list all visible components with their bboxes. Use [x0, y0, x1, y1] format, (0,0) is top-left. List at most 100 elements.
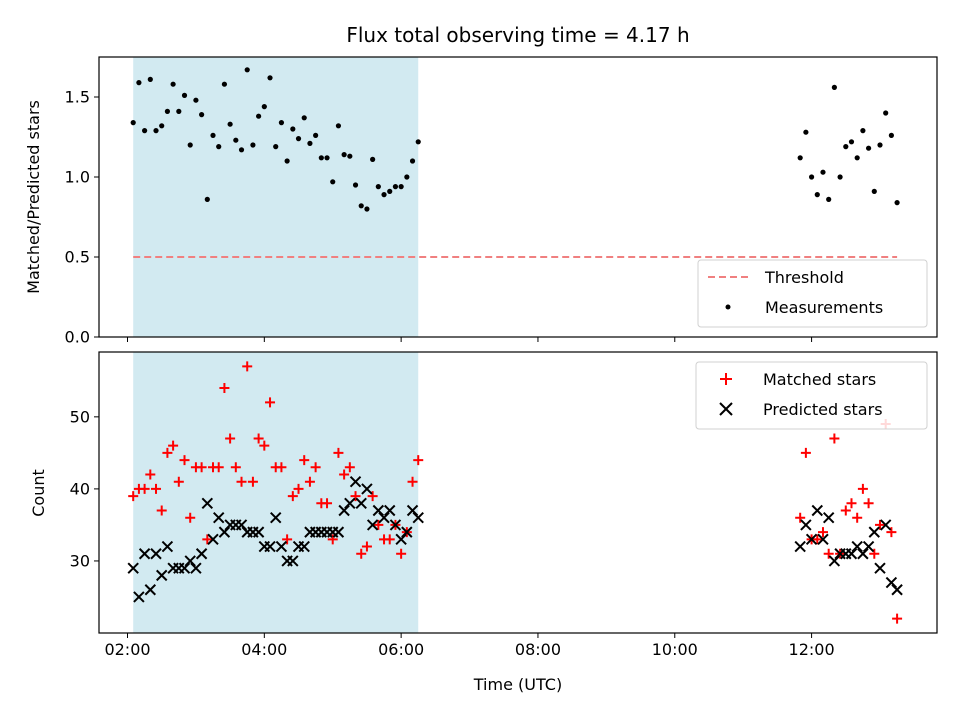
matched-star-point [373, 519, 384, 530]
observing-interval-shade [133, 352, 419, 633]
matched-star-point [800, 447, 811, 458]
matched-star-point [367, 491, 378, 502]
matched-star-point [304, 476, 315, 487]
matched-star-point [310, 462, 321, 473]
legend-predicted-swatch [719, 402, 733, 416]
predicted-star-point [252, 526, 265, 538]
observing-interval-shade [133, 57, 419, 337]
matched-star-point [384, 534, 395, 545]
x-axis-label: Time (UTC) [473, 675, 562, 694]
predicted-star-point [412, 512, 424, 524]
measurement-point [352, 182, 359, 188]
predicted-star-point [150, 548, 162, 560]
x-tick-label: 10:00 [652, 640, 698, 659]
bottom-y-axis-label: Count [29, 469, 48, 517]
bottom-axes-frame [98, 351, 938, 634]
matched-star-point [242, 361, 253, 372]
matched-star-point [840, 505, 851, 516]
measurement-point [888, 132, 894, 138]
measurement-point [848, 139, 855, 145]
matched-star-point [156, 505, 167, 516]
y-tick-label: 1.5 [65, 88, 90, 107]
measurement-point [295, 136, 302, 142]
top-panel: 0.0 0.5 1.0 1.5 Matched/Predicted stars Thr… [24, 56, 938, 347]
measurement-point [307, 140, 313, 146]
top-legend-box [697, 259, 928, 328]
bottom-panel: 02:00 04:00 06:00 08:00 10:00 12:00 30 40 50 Ti… [29, 351, 938, 694]
matched-star-point [265, 397, 276, 408]
matched-star-point [812, 534, 823, 545]
measurement-point [164, 108, 171, 114]
matched-star-point [413, 455, 424, 466]
matched-star-point [145, 469, 156, 480]
measurement-point [273, 144, 279, 150]
measurement-point [883, 110, 889, 116]
measurement-point [204, 196, 210, 202]
measurement-point [250, 142, 256, 148]
predicted-star-point [361, 483, 373, 495]
measurement-point [238, 147, 245, 153]
predicted-star-point [218, 526, 231, 538]
matched-star-point [196, 462, 207, 473]
measurement-point [284, 158, 290, 164]
legend-matched-swatch [720, 373, 732, 385]
predicted-star-point [332, 526, 345, 538]
matched-star-point [287, 491, 298, 502]
measurement-point [808, 174, 815, 180]
bottom-legend-box [695, 361, 928, 430]
measurement-point [364, 206, 370, 212]
predicted-star-point [389, 519, 402, 531]
matched-star-point [892, 613, 903, 624]
matched-star-point [293, 483, 304, 494]
predicted-star-point [127, 562, 139, 574]
matched-star-point [225, 433, 236, 444]
matched-star-point [886, 527, 897, 538]
measurement-point [415, 139, 421, 145]
y-tick-label: 50 [70, 407, 90, 426]
measurement-point [256, 113, 262, 119]
matched-star-point [852, 512, 863, 523]
matched-star-point [829, 433, 840, 444]
measurement-point [130, 120, 136, 126]
measurement-point [404, 174, 410, 180]
predicted-star-point [155, 569, 168, 582]
matched-star-point [151, 483, 162, 494]
matched-star-point [795, 512, 806, 523]
matched-star-point [817, 527, 828, 538]
predicted-star-point [178, 562, 191, 574]
measurement-point [159, 123, 165, 129]
legend-predicted-label: Predicted stars [763, 400, 883, 419]
matched-star-point [322, 498, 333, 509]
x-tick-label: 04:00 [241, 640, 287, 659]
measurement-point [843, 144, 849, 150]
measurement-point [797, 155, 803, 161]
measurement-point [261, 104, 267, 110]
matched-star-point [356, 548, 367, 559]
measurement-point [877, 142, 883, 148]
predicted-star-point [401, 526, 413, 538]
y-tick-label: 40 [70, 479, 90, 498]
matched-star-point [259, 440, 270, 451]
bottom-legend: Matched stars Predicted stars [695, 361, 928, 430]
predicted-star-point [851, 540, 863, 553]
measurement-point [216, 144, 222, 150]
measurement-point [820, 169, 826, 175]
predicted-star-point [828, 555, 841, 567]
predicted-star-point [349, 475, 362, 488]
y-tick-label: 0.0 [65, 328, 90, 347]
measurement-point [358, 203, 364, 209]
predicted-star-point [133, 591, 145, 603]
legend-threshold-label: Threshold [764, 268, 844, 287]
predicted-star-point [794, 540, 806, 553]
matched-star-point [185, 512, 196, 523]
predicted-star-point [355, 497, 367, 510]
measurement-point [854, 155, 860, 161]
predicted-star-point [366, 519, 379, 531]
predicted-star-point [874, 562, 886, 574]
y-tick-label: 1.0 [65, 168, 90, 187]
matched-star-point [162, 447, 173, 458]
measurement-point [865, 145, 872, 151]
predicted-star-point [195, 548, 208, 560]
matched-star-point [179, 455, 190, 466]
measurement-point [398, 184, 404, 190]
